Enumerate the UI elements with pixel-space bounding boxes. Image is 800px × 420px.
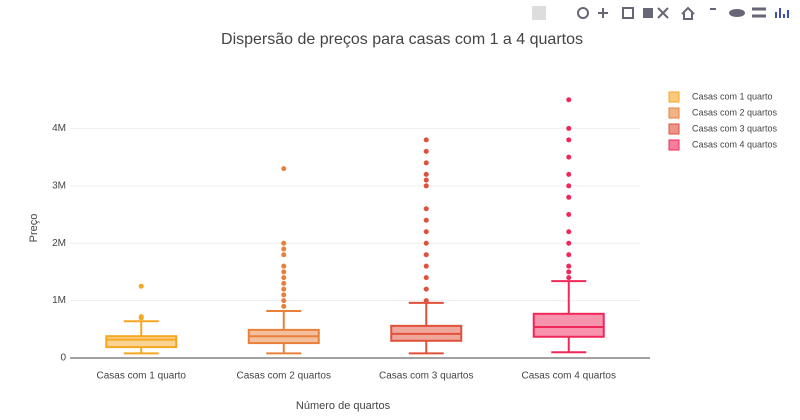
legend-label: Casas com 3 quartos (692, 123, 778, 133)
outlier (423, 171, 429, 177)
toolbar-zoom[interactable] (577, 7, 589, 19)
toolbar (532, 6, 789, 20)
x-tick-label: Casas com 2 quartos (237, 371, 332, 382)
outlier (566, 137, 572, 143)
box (105, 335, 178, 349)
x-tick-label: Casas com 4 quartos (522, 371, 617, 382)
outlier (281, 286, 287, 292)
box (532, 312, 605, 338)
outlier (566, 229, 572, 235)
outlier (423, 240, 429, 246)
legend-label: Casas com 2 quartos (692, 107, 778, 117)
toolbar-hover[interactable] (729, 9, 745, 17)
outlier (566, 171, 572, 177)
toolbar-pan[interactable] (598, 8, 608, 18)
outlier (423, 298, 429, 304)
legend-swatch (668, 91, 680, 103)
outlier (281, 166, 287, 172)
outlier (281, 298, 287, 304)
outlier (566, 263, 572, 269)
outlier (423, 252, 429, 258)
outlier (566, 194, 572, 200)
outlier (423, 275, 429, 281)
outlier (281, 263, 287, 269)
outlier (423, 263, 429, 269)
outlier (566, 269, 572, 275)
y-tick-label: 4M (52, 123, 66, 134)
x-tick-label: Casas com 1 quarto (97, 371, 187, 382)
outlier (423, 229, 429, 235)
legend-swatch (668, 139, 680, 151)
legend-label: Casas com 4 quartos (692, 139, 778, 149)
outlier (566, 275, 572, 281)
outlier (281, 252, 287, 258)
y-tick-label: 2M (52, 238, 66, 249)
legend-swatch (668, 107, 680, 119)
x-tick-label: Casas com 3 quartos (379, 371, 474, 382)
y-axis-label: Preço (28, 214, 40, 243)
y-tick-label: 0 (60, 353, 66, 364)
toolbar-zoom-out[interactable] (643, 8, 653, 18)
outlier (423, 206, 429, 212)
outlier (566, 183, 572, 189)
legend-label: Casas com 1 quarto (692, 91, 773, 101)
outlier (423, 217, 429, 223)
outlier (423, 160, 429, 166)
outlier (423, 286, 429, 292)
outlier (281, 240, 287, 246)
toolbar-compare[interactable] (752, 7, 766, 18)
legend-swatch (668, 123, 680, 135)
outlier (138, 314, 144, 320)
outlier (423, 183, 429, 189)
outlier (281, 275, 287, 281)
outlier (566, 212, 572, 218)
y-tick-label: 1M (52, 295, 66, 306)
toolbar-autoscale[interactable] (657, 7, 669, 19)
outlier (281, 246, 287, 252)
toolbar-reset[interactable] (681, 6, 695, 20)
outlier (423, 177, 429, 183)
outlier (281, 280, 287, 286)
outlier (566, 125, 572, 131)
outlier (566, 252, 572, 258)
outlier (423, 137, 429, 143)
outlier (566, 154, 572, 160)
toolbar-button[interactable] (532, 6, 546, 20)
outlier (281, 303, 287, 309)
x-axis-label: Número de quartos (296, 400, 391, 412)
outlier (281, 292, 287, 298)
y-tick-label: 3M (52, 180, 66, 191)
outlier (281, 269, 287, 275)
toolbar-logo[interactable] (775, 8, 789, 18)
toolbar-zoom-in[interactable] (622, 7, 634, 19)
outlier (566, 97, 572, 103)
outlier (566, 240, 572, 246)
outlier (423, 148, 429, 154)
chart-title: Dispersão de preços para casas com 1 a 4… (221, 31, 583, 48)
outlier (138, 283, 144, 289)
